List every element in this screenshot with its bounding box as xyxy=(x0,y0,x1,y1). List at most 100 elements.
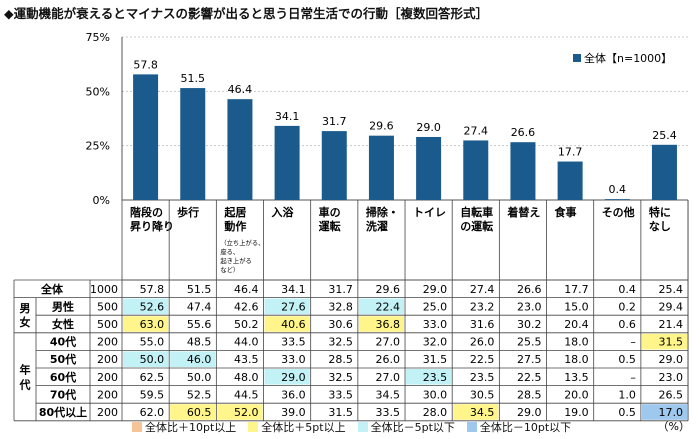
category-label: 掃除・ xyxy=(366,205,399,219)
category-label: 階段の xyxy=(130,205,163,219)
cell-highlight xyxy=(264,298,310,315)
cell-value: 27.5 xyxy=(517,353,542,366)
cell-highlight xyxy=(358,298,405,315)
cell-value: 48.0 xyxy=(234,371,259,384)
cell-value: 29.0 xyxy=(423,283,448,296)
category-label: 食事 xyxy=(555,205,577,219)
cell-value: 29.0 xyxy=(659,353,684,366)
category-label: その他 xyxy=(602,205,635,219)
cell-value: 25.4 xyxy=(659,283,684,296)
unit-note: （%） xyxy=(658,420,690,433)
row-label: 60代 xyxy=(50,370,76,384)
row-label: 80代以上 xyxy=(39,405,87,419)
legend-text: 全体比－10pt以下 xyxy=(479,421,572,434)
cell-value: 20.4 xyxy=(564,318,589,331)
legend-item: 全体比－5pt以下 xyxy=(357,419,455,435)
cell-value: 36.0 xyxy=(281,388,306,401)
cell-value: 26.0 xyxy=(376,353,401,366)
bar xyxy=(651,144,677,200)
bar xyxy=(274,125,300,200)
row-n: 200 xyxy=(97,388,118,401)
category-label: 着替え xyxy=(506,205,540,219)
category-label: なし xyxy=(649,220,671,233)
row-n: 200 xyxy=(97,371,118,384)
bar-value-label: 26.6 xyxy=(511,126,536,139)
cell-value: 48.5 xyxy=(187,336,212,349)
cell-value: 30.6 xyxy=(328,318,353,331)
category-label: 昇り降り xyxy=(130,219,174,233)
category-note: （立ち上がる、 xyxy=(220,238,264,247)
cell-value: 55.6 xyxy=(187,318,212,331)
cell-value: 34.5 xyxy=(376,388,401,401)
legend-text: 全体比－5pt以下 xyxy=(370,421,455,434)
cell-value: 60.5 xyxy=(187,406,212,419)
cell-value: 42.6 xyxy=(234,300,259,313)
cell-value: 34.5 xyxy=(470,406,495,419)
cell-value: 25.5 xyxy=(517,336,542,349)
cell-value: 30.5 xyxy=(470,388,495,401)
cell-value: 59.5 xyxy=(140,388,165,401)
highlight-legend: 全体比＋10pt以上 全体比＋5pt以上 全体比－5pt以下 全体比－10pt以下 xyxy=(132,419,583,435)
legend-text: 全体比＋10pt以上 xyxy=(145,421,237,434)
cell-value: 23.0 xyxy=(659,371,684,384)
cell-value: 26.5 xyxy=(659,388,684,401)
group-label: 年 xyxy=(20,362,31,376)
cell-value: 33.0 xyxy=(281,353,306,366)
cell-value: 27.0 xyxy=(376,336,401,349)
cell-value: 51.5 xyxy=(187,283,212,296)
cell-value: 22.4 xyxy=(376,300,401,313)
category-label: 洗濯 xyxy=(366,219,388,233)
cell-value: 31.5 xyxy=(328,406,353,419)
row-label: 70代 xyxy=(50,387,76,401)
cell-value: 18.0 xyxy=(564,336,589,349)
bar-value-label: 31.7 xyxy=(322,115,347,128)
cell-value: 36.8 xyxy=(376,318,401,331)
cell-value: 33.5 xyxy=(328,388,353,401)
category-label: トイレ xyxy=(413,206,446,219)
category-label: 歩行 xyxy=(177,205,199,219)
cell-value: 23.0 xyxy=(517,300,542,313)
cell-value: 27.6 xyxy=(281,300,306,313)
cell-value: 26.0 xyxy=(470,336,495,349)
cell-highlight xyxy=(123,351,169,367)
cell-value: 17.0 xyxy=(659,406,684,419)
category-note: など） xyxy=(220,266,239,274)
cell-value: 52.0 xyxy=(234,406,259,419)
row-label: 男性 xyxy=(52,299,74,313)
cell-value: 28.0 xyxy=(423,406,448,419)
cell-value: 17.7 xyxy=(564,283,589,296)
cell-value: 23.5 xyxy=(470,371,495,384)
cell-value: 0.6 xyxy=(618,318,636,331)
cell-value: 27.4 xyxy=(470,283,495,296)
cell-highlight xyxy=(453,404,499,420)
cell-highlight xyxy=(641,404,688,420)
category-note: 座る、 xyxy=(220,247,239,256)
cell-highlight xyxy=(170,351,216,367)
y-tick-label: 75% xyxy=(86,31,110,44)
bar-value-label: 46.4 xyxy=(228,83,253,96)
cell-value: 28.5 xyxy=(517,388,542,401)
bar-value-label: 34.1 xyxy=(275,110,300,123)
cell-value: 32.5 xyxy=(328,336,353,349)
cell-value: 15.0 xyxy=(564,300,589,313)
y-tick-label: 25% xyxy=(86,140,110,153)
cell-value: 32.0 xyxy=(423,336,448,349)
row-n: 200 xyxy=(97,406,118,419)
category-label: 運転 xyxy=(319,219,341,233)
row-n: 1000 xyxy=(90,283,118,296)
legend-swatch xyxy=(357,422,368,432)
cell-value: 33.0 xyxy=(423,318,448,331)
cell-value: 0.2 xyxy=(618,300,636,313)
bar-value-label: 25.4 xyxy=(652,129,677,142)
row-n: 500 xyxy=(97,300,118,313)
category-label: 入浴 xyxy=(272,205,295,219)
cell-value: 39.0 xyxy=(281,406,306,419)
bar xyxy=(133,74,159,200)
cell-value: 31.7 xyxy=(328,283,353,296)
cell-highlight xyxy=(264,316,310,332)
legend-swatch xyxy=(466,422,477,432)
row-n: 500 xyxy=(97,318,118,331)
row-label: 40代 xyxy=(50,335,76,349)
cell-value: 31.5 xyxy=(659,336,684,349)
cell-value: – xyxy=(630,336,636,349)
